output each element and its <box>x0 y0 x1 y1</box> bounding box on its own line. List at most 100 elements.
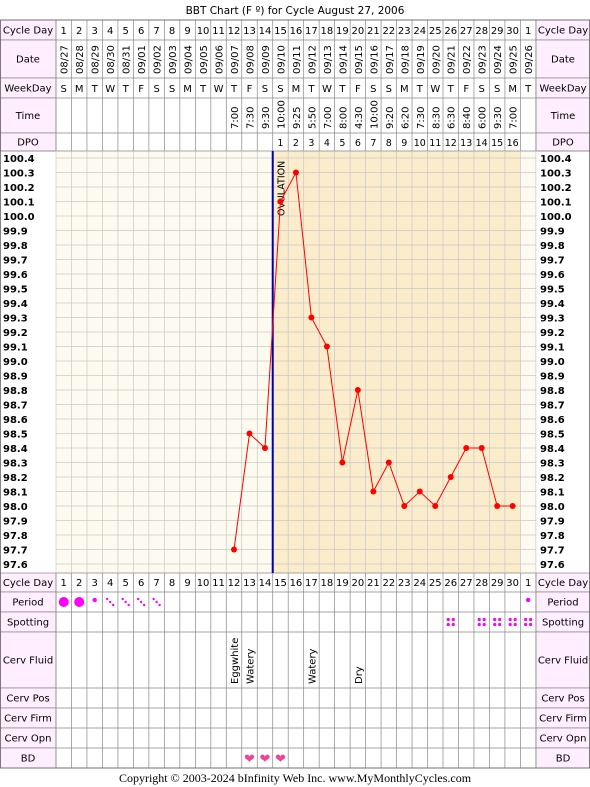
temperature-point <box>385 459 392 466</box>
date-label: 09/10 <box>276 45 287 74</box>
cycle-day-label: 2 <box>76 26 82 37</box>
spotting-dot <box>493 622 497 627</box>
cycle-day-label-bottom: 12 <box>228 578 241 589</box>
cycle-day-label: 10 <box>197 26 210 37</box>
cycle-day-label-bottom: 9 <box>184 578 190 589</box>
cycle-day-label: 27 <box>460 26 473 37</box>
y-tick-left: 99.3 <box>3 314 28 325</box>
time-label: 8:00 <box>338 107 349 129</box>
row-label-time: Time <box>15 111 40 122</box>
weekday-label: T <box>91 84 99 95</box>
period-light-marker <box>92 597 97 603</box>
dpo-label: 3 <box>308 138 314 149</box>
weekday-label: M <box>292 84 301 95</box>
cycle-day-label-bottom: 4 <box>107 578 113 589</box>
cycle-day-label-bottom: 5 <box>122 578 128 589</box>
cycle-day-label-bottom: 3 <box>92 578 98 589</box>
cycle-day-label: 22 <box>382 26 395 37</box>
weekday-label: S <box>169 84 175 95</box>
y-tick-right: 97.8 <box>540 531 565 542</box>
y-tick-left: 98.1 <box>3 488 28 499</box>
dpo-label: 10 <box>414 138 426 149</box>
cycle-day-label: 18 <box>321 26 334 37</box>
cycle-day-label-bottom: 24 <box>413 578 426 589</box>
cycle-day-label: 24 <box>413 26 426 37</box>
time-label: 9:20 <box>385 107 396 129</box>
row-label-dpo: DPO <box>17 138 39 149</box>
date-label: 09/20 <box>431 45 442 74</box>
weekday-label: S <box>370 84 376 95</box>
y-tick-right: 97.7 <box>540 546 565 557</box>
spotting-dot <box>524 622 528 627</box>
cycle-day-label-bottom: 23 <box>398 578 411 589</box>
weekday-label: W <box>105 84 115 95</box>
cycle-day-label: 25 <box>429 26 442 37</box>
period-spotting-dot <box>152 597 155 601</box>
date-label: 09/08 <box>246 45 257 74</box>
date-label: 09/23 <box>478 45 489 74</box>
y-tick-right: 98.8 <box>540 386 565 397</box>
spotting-dot <box>513 617 517 622</box>
row-label-time: Time <box>550 111 575 122</box>
row-label-date: Date <box>551 55 575 66</box>
y-tick-left: 99.8 <box>3 241 28 252</box>
spotting-dot <box>482 622 486 627</box>
cycle-day-label-bottom: 19 <box>336 578 349 589</box>
dpo-label: 6 <box>355 138 361 149</box>
temperature-point <box>432 503 439 509</box>
temperature-point <box>463 445 470 451</box>
row-label-cerv-pos: Cerv Pos <box>541 694 584 705</box>
cycle-day-label: 12 <box>228 26 241 37</box>
cycle-day-label: 3 <box>92 26 98 37</box>
cycle-day-label-bottom: 6 <box>138 578 144 589</box>
temperature-point <box>478 445 485 451</box>
row-label-date: Date <box>16 55 40 66</box>
cycle-day-label: 21 <box>367 26 380 37</box>
bd-heart-icon: ❤ <box>244 752 255 767</box>
spotting-dot <box>524 617 528 622</box>
row-label-spotting: Spotting <box>542 618 584 629</box>
spotting-dot <box>508 617 512 622</box>
weekday-label: T <box>199 84 207 95</box>
temperature-point <box>509 503 516 509</box>
row-label-cell-right <box>535 39 590 79</box>
date-label: 09/18 <box>400 45 411 74</box>
y-tick-left: 99.0 <box>3 357 28 368</box>
y-tick-left: 98.4 <box>3 444 28 455</box>
temperature-point <box>339 459 346 466</box>
weekday-label: S <box>262 84 268 95</box>
row-label-cycle-day: Cycle Day <box>3 26 53 37</box>
cycle-day-label-bottom: 20 <box>351 578 364 589</box>
dpo-label: 8 <box>386 138 392 149</box>
time-label: 7:30 <box>416 107 427 129</box>
chart-title: BBT Chart (F º) for Cycle August 27, 200… <box>186 5 405 17</box>
date-label: 08/30 <box>106 45 117 74</box>
time-label: 8:40 <box>462 107 473 129</box>
y-tick-left: 99.1 <box>3 343 28 354</box>
cycle-day-label-bottom: 2 <box>76 578 82 589</box>
spotting-dot <box>477 622 481 627</box>
period-heavy-marker <box>58 597 69 607</box>
y-tick-left: 99.2 <box>3 328 28 339</box>
temperature-point <box>277 198 284 205</box>
row-label-dpo: DPO <box>552 138 574 149</box>
row-label-cycle-day: Cycle Day <box>538 26 588 37</box>
temperature-point <box>494 503 501 509</box>
y-tick-right: 100.2 <box>540 183 572 194</box>
y-tick-left: 99.5 <box>3 285 28 296</box>
row-label-period: Period <box>12 598 43 609</box>
y-tick-right: 100.3 <box>540 169 572 180</box>
cycle-day-label: 1 <box>525 26 531 37</box>
weekday-label: S <box>277 84 283 95</box>
cycle-day-label: 26 <box>444 26 457 37</box>
y-tick-right: 99.0 <box>540 357 565 368</box>
row-label-bd: BD <box>21 754 36 765</box>
y-tick-left: 98.5 <box>3 430 28 441</box>
date-label: 09/25 <box>509 45 520 74</box>
weekday-label: M <box>75 84 84 95</box>
date-label: 09/19 <box>416 45 427 74</box>
y-tick-left: 100.0 <box>3 212 35 223</box>
y-tick-right: 100.0 <box>540 212 572 223</box>
time-label: 7:00 <box>230 107 241 129</box>
weekday-label: S <box>61 84 67 95</box>
